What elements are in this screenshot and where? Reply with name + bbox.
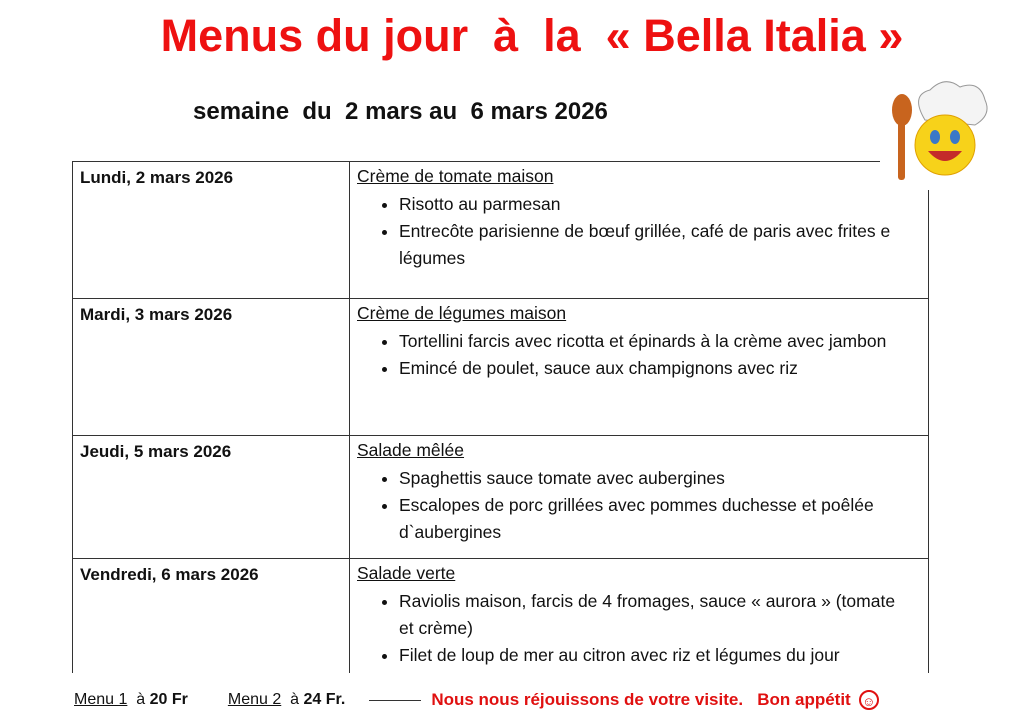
footer: Menu 1 à 20 Fr Menu 2 à 24 Fr. Nous nous…: [74, 682, 879, 718]
day-cell: Jeudi, 5 mars 2026: [73, 436, 350, 558]
dish: Entrecôte parisienne de bœuf grillée, ca…: [399, 218, 928, 272]
table-row: Jeudi, 5 mars 2026 Salade mêlée Spaghett…: [73, 436, 928, 559]
dish: Spaghettis sauce tomate avec aubergines: [399, 465, 928, 492]
table-row: Lundi, 2 mars 2026 Crème de tomate maiso…: [73, 162, 928, 299]
starter: Crème de tomate maison: [357, 166, 554, 186]
page-title: Menus du jour à la « Bella Italia »: [160, 10, 904, 61]
smiley-icon: ☺: [858, 690, 879, 710]
dish: Emincé de poulet, sauce aux champignons …: [399, 355, 928, 382]
dish: Escalopes de porc grillées avec pommes d…: [399, 492, 928, 546]
menu-table: Lundi, 2 mars 2026 Crème de tomate maiso…: [72, 161, 929, 673]
week-subtitle: semaine du 2 mars au 6 mars 2026: [193, 98, 608, 125]
day-cell: Vendredi, 6 mars 2026: [73, 559, 350, 673]
dish: Tortellini farcis avec ricotta et épinar…: [399, 328, 928, 355]
dish: Raviolis maison, farcis de 4 fromages, s…: [399, 588, 928, 642]
starter: Salade mêlée: [357, 440, 465, 460]
menu1-label: Menu 1: [74, 691, 128, 708]
dish: Filet de loup de mer au citron avec riz …: [399, 642, 928, 669]
table-row: Vendredi, 6 mars 2026 Salade verte Ravio…: [73, 559, 928, 673]
a-text: à: [290, 691, 300, 708]
menu1-price: 20 Fr: [149, 691, 188, 708]
menu2-price: 24 Fr.: [303, 691, 346, 708]
starter: Salade verte: [357, 563, 456, 583]
menu-cell: Crème de légumes maison Tortellini farci…: [350, 299, 928, 435]
divider: [369, 699, 422, 701]
chef-emoji-icon: [880, 75, 1000, 190]
slogan: Nous nous réjouissons de votre visite. B…: [431, 690, 851, 709]
starter: Crème de légumes maison: [357, 303, 567, 323]
menu-cell: Salade mêlée Spaghettis sauce tomate ave…: [350, 436, 928, 558]
menu-cell: Salade verte Raviolis maison, farcis de …: [350, 559, 928, 673]
dish: Risotto au parmesan: [399, 191, 928, 218]
table-row: Mardi, 3 mars 2026 Crème de légumes mais…: [73, 299, 928, 436]
day-cell: Mardi, 3 mars 2026: [73, 299, 350, 435]
menu2-label: Menu 2: [227, 691, 282, 708]
menu-cell: Crème de tomate maison Risotto au parmes…: [350, 162, 928, 298]
a-text: à: [136, 691, 146, 708]
day-cell: Lundi, 2 mars 2026: [73, 162, 350, 298]
